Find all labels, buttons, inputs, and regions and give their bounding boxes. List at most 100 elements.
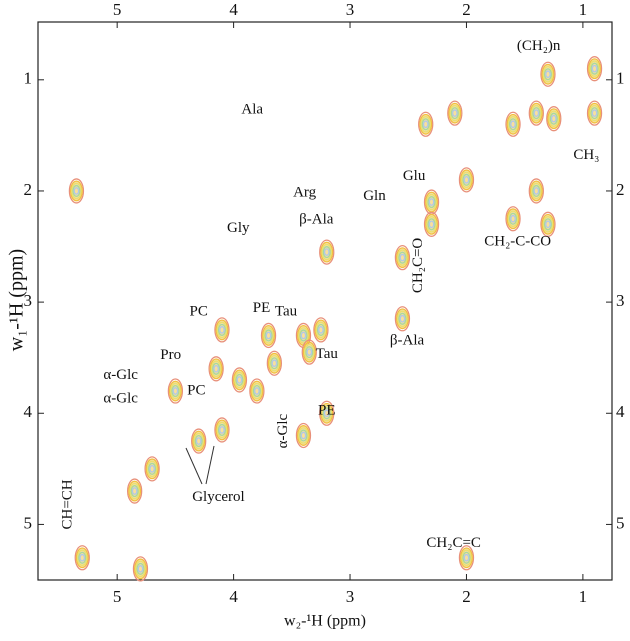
contour-ring bbox=[586, 56, 603, 82]
contour-ring bbox=[76, 549, 88, 567]
contour-ring bbox=[318, 326, 324, 334]
annotation: PC bbox=[187, 382, 205, 398]
contour-ring bbox=[426, 216, 437, 233]
contour-ring bbox=[542, 65, 554, 83]
contour-ring bbox=[586, 100, 603, 126]
contour-ring bbox=[217, 323, 227, 336]
contour-ring bbox=[73, 187, 80, 195]
contour-ring bbox=[528, 100, 544, 126]
contour-ring bbox=[252, 384, 261, 398]
contour-ring bbox=[74, 545, 90, 571]
annotation: (CH₂)n bbox=[517, 38, 561, 54]
y-tick-label: 1 bbox=[616, 69, 625, 88]
contour-ring bbox=[398, 251, 407, 264]
contour-ring bbox=[194, 435, 203, 448]
contour-ring bbox=[231, 367, 248, 393]
contour-ring bbox=[216, 421, 228, 439]
contour-ring bbox=[397, 310, 408, 328]
x-tick-label: 5 bbox=[113, 0, 122, 19]
annotation: Pro bbox=[160, 347, 181, 363]
y-tick-label: 5 bbox=[616, 513, 625, 532]
contour-ring bbox=[463, 175, 470, 184]
annotation: Gly bbox=[227, 220, 250, 236]
contour-ring bbox=[505, 206, 521, 232]
y-tick-label: 4 bbox=[24, 402, 33, 421]
contour-ring bbox=[299, 429, 308, 442]
y-axis-label: w₁-¹H (ppm) bbox=[6, 249, 28, 351]
contour-ring bbox=[212, 362, 221, 375]
contour-ring bbox=[68, 178, 85, 204]
contour-ring bbox=[543, 68, 553, 81]
annotation: α-Glc bbox=[103, 367, 138, 383]
contour-ring bbox=[131, 487, 138, 495]
pointer-line bbox=[205, 445, 215, 485]
contour-ring bbox=[298, 427, 309, 444]
annotation: CH₂-C-CO bbox=[484, 234, 551, 250]
peak bbox=[528, 178, 544, 204]
contour-ring bbox=[305, 346, 314, 359]
x-tick-label: 1 bbox=[579, 587, 588, 606]
contour-ring bbox=[458, 167, 475, 193]
contour-ring bbox=[418, 111, 434, 137]
annotation: CH₃ bbox=[573, 147, 599, 163]
y-tick-label: 5 bbox=[24, 513, 33, 532]
contour-ring bbox=[249, 378, 265, 404]
contour-ring bbox=[193, 432, 204, 450]
contour-ring bbox=[462, 551, 471, 564]
contour-ring bbox=[195, 437, 202, 445]
contour-ring bbox=[263, 327, 274, 344]
contour-ring bbox=[144, 456, 160, 482]
peak bbox=[540, 211, 556, 237]
contour-ring bbox=[461, 171, 472, 189]
contour-ring bbox=[322, 246, 331, 259]
contour-ring bbox=[236, 376, 243, 384]
contour-ring bbox=[315, 321, 327, 339]
contour-ring bbox=[126, 478, 143, 504]
x-tick-label: 3 bbox=[346, 0, 355, 19]
peak bbox=[208, 356, 224, 382]
contour-ring bbox=[545, 220, 551, 229]
annotation: Glu bbox=[403, 168, 426, 184]
contour-ring bbox=[260, 322, 277, 349]
contour-ring bbox=[146, 460, 158, 478]
annotation: CH=CH bbox=[60, 479, 76, 529]
annotation: CH₂C=O bbox=[410, 238, 426, 294]
contour-ring bbox=[269, 354, 280, 372]
contour-ring bbox=[589, 104, 600, 122]
annotation: CH₂C=C bbox=[426, 535, 481, 551]
y-tick-label: 1 bbox=[24, 69, 33, 88]
contour-ring bbox=[300, 331, 307, 340]
x-tick-label: 4 bbox=[229, 0, 238, 19]
contour-ring bbox=[149, 464, 155, 473]
contour-ring bbox=[251, 382, 263, 400]
peak bbox=[540, 61, 556, 87]
annotation: Arg bbox=[293, 185, 317, 201]
y-tick-label: 2 bbox=[24, 180, 33, 199]
contour-ring bbox=[170, 382, 181, 400]
peak bbox=[167, 378, 184, 404]
contour-ring bbox=[510, 120, 516, 129]
contour-ring bbox=[130, 485, 139, 498]
contour-ring bbox=[79, 553, 86, 562]
contour-ring bbox=[234, 371, 245, 389]
contour-ring bbox=[427, 196, 436, 209]
contour-ring bbox=[136, 562, 145, 575]
contour-ring bbox=[421, 118, 430, 131]
contour-ring bbox=[72, 184, 81, 198]
contour-ring bbox=[167, 378, 184, 404]
peak bbox=[586, 100, 603, 126]
contour-ring bbox=[447, 100, 463, 126]
annotation: α-Glc bbox=[103, 390, 138, 406]
annotation: Gln bbox=[363, 188, 386, 204]
contour-ring bbox=[394, 306, 411, 332]
contour-ring bbox=[550, 114, 557, 123]
peak bbox=[214, 317, 230, 343]
plot-frame bbox=[37, 21, 613, 581]
peak bbox=[319, 239, 335, 265]
peak bbox=[231, 367, 248, 393]
y-tick-label: 3 bbox=[24, 291, 33, 310]
contour-ring bbox=[423, 211, 440, 237]
contour-ring bbox=[463, 553, 470, 562]
y-tick-label: 2 bbox=[616, 180, 625, 199]
